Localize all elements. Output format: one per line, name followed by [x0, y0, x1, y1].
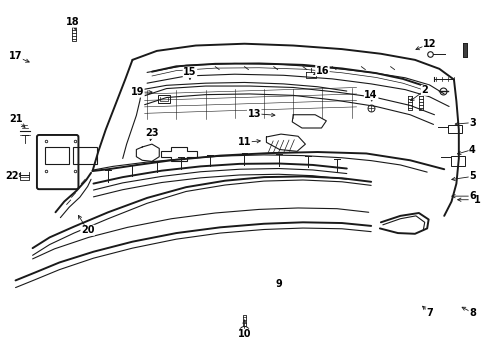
Bar	[450, 156, 464, 166]
Text: 6: 6	[468, 191, 475, 201]
Text: 12: 12	[422, 39, 435, 49]
Text: 21: 21	[9, 114, 22, 124]
Text: 17: 17	[9, 51, 22, 61]
Text: 10: 10	[237, 329, 251, 339]
Text: 13: 13	[247, 109, 261, 119]
Text: 4: 4	[468, 144, 475, 154]
Bar	[73, 147, 97, 164]
Bar	[158, 95, 169, 103]
Text: 3: 3	[468, 118, 475, 128]
Text: 15: 15	[183, 67, 196, 77]
Text: 9: 9	[275, 279, 282, 289]
Text: 23: 23	[145, 129, 159, 138]
Bar	[447, 126, 461, 134]
Text: 16: 16	[315, 66, 328, 76]
Text: 22: 22	[5, 171, 19, 181]
Text: 19: 19	[130, 87, 144, 97]
Text: 2: 2	[421, 85, 427, 95]
Text: 11: 11	[237, 138, 251, 147]
Bar	[45, 147, 69, 164]
Text: 14: 14	[364, 90, 377, 100]
Text: 18: 18	[66, 17, 80, 27]
Text: 5: 5	[468, 171, 475, 181]
Text: 20: 20	[81, 225, 94, 235]
Text: 8: 8	[468, 308, 475, 318]
Text: 1: 1	[473, 195, 480, 205]
Text: 7: 7	[426, 308, 432, 318]
